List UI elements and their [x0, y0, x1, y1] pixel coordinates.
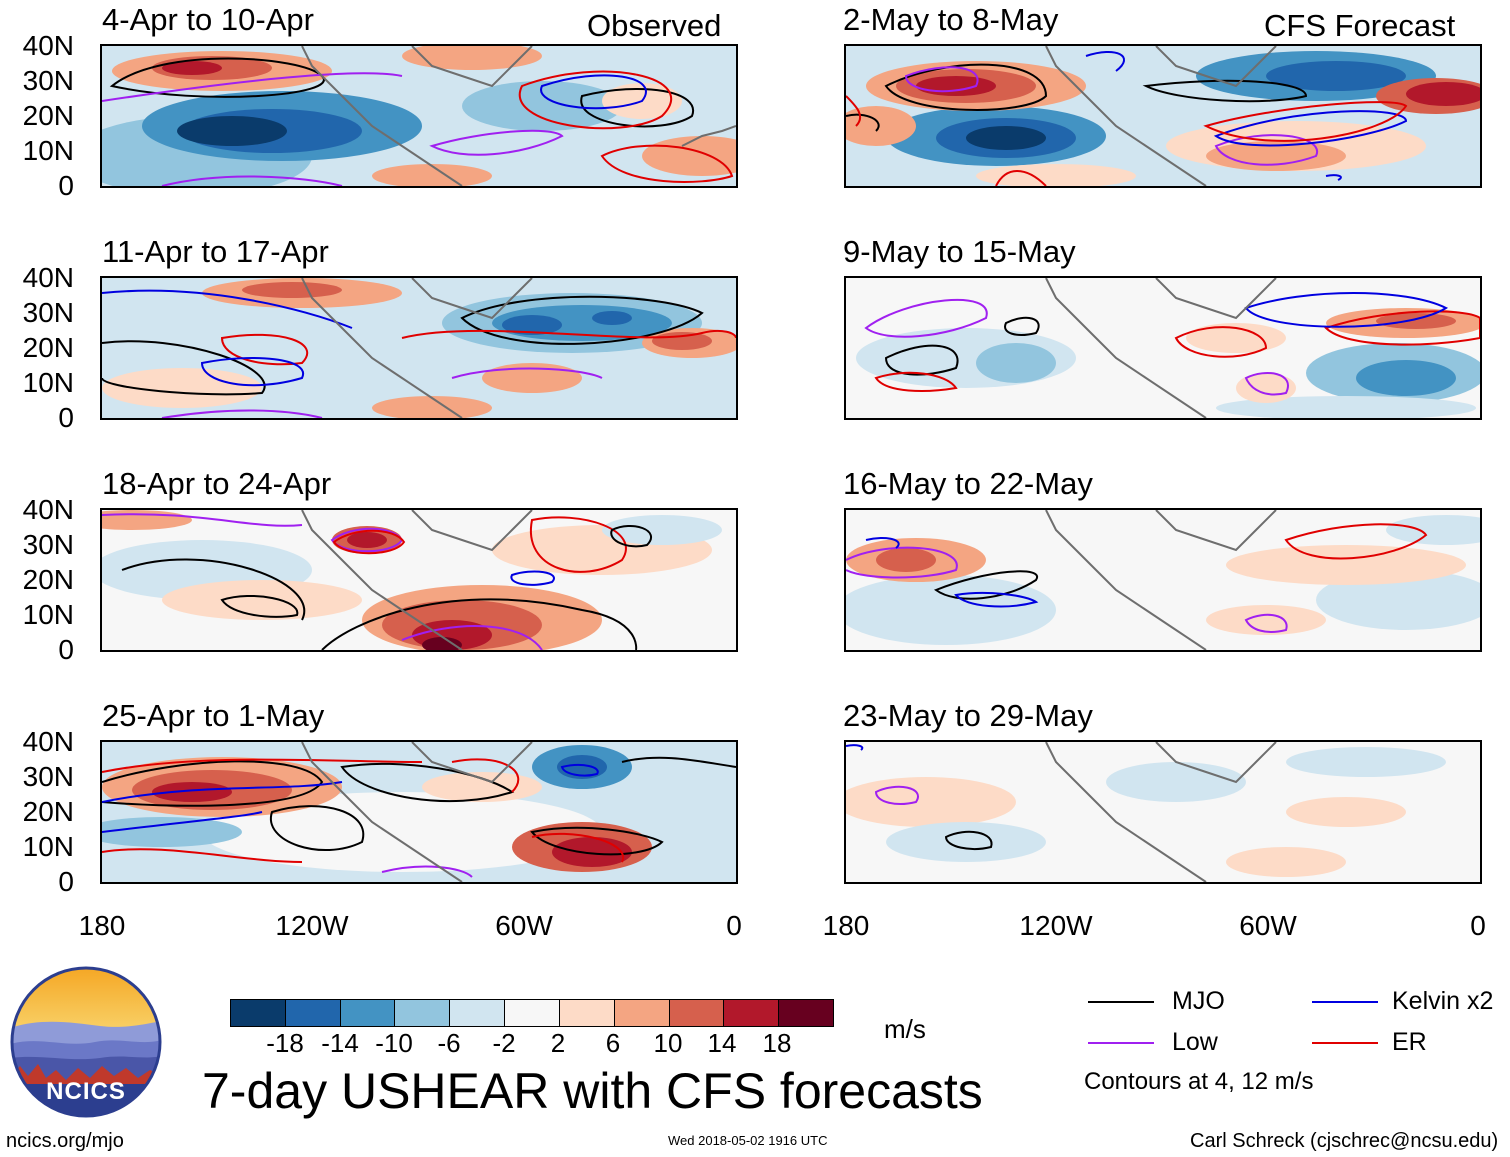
colorbar-swatch	[669, 1000, 725, 1026]
ncics-logo: NCICS	[10, 966, 162, 1118]
colorbar-tick: 10	[653, 1028, 683, 1058]
lat-label: 30N	[22, 529, 74, 560]
panel-title: 2-May to 8-May	[843, 2, 1059, 37]
lat-label: 10N	[22, 367, 74, 398]
lat-label: 0	[58, 634, 74, 665]
lat-label: 30N	[22, 297, 74, 328]
colorbar-swatch	[340, 1000, 396, 1026]
map-panel-observed-2	[100, 276, 738, 420]
colorbar-tick: 2	[550, 1028, 566, 1058]
lon-label: 180	[78, 910, 126, 941]
colorbar-tick: 6	[605, 1028, 621, 1058]
map-panel-forecast-4	[844, 740, 1482, 884]
legend-line-low	[1088, 1042, 1154, 1044]
lat-label: 10N	[22, 599, 74, 630]
legend-line-kelvin	[1312, 1001, 1378, 1003]
colorbar-tick: 14	[707, 1028, 737, 1058]
colorbar-tick: -10	[375, 1028, 413, 1058]
lat-label: 40N	[22, 494, 74, 525]
panel-title: 16-May to 22-May	[843, 466, 1093, 501]
colorbar-tick: -14	[321, 1028, 359, 1058]
lat-label: 30N	[22, 65, 74, 96]
colorbar-swatch	[231, 1000, 286, 1026]
lon-label: 60W	[1239, 910, 1297, 941]
colorbar-tick: 18	[762, 1028, 792, 1058]
panel-title: 23-May to 29-May	[843, 698, 1093, 733]
lat-label: 20N	[22, 564, 74, 595]
lat-label: 40N	[22, 726, 74, 757]
lon-label: 120W	[1019, 910, 1093, 941]
map-panel-forecast-3	[844, 508, 1482, 652]
forecast-label: CFS Forecast	[1264, 8, 1456, 43]
lat-label: 40N	[22, 262, 74, 293]
legend-label-mjo: MJO	[1172, 987, 1225, 1015]
lat-label: 20N	[22, 796, 74, 827]
lon-label: 0	[726, 910, 742, 941]
footer-url[interactable]: ncics.org/mjo	[6, 1130, 124, 1152]
colorbar-tick: -2	[492, 1028, 516, 1058]
colorbar-swatch	[505, 1000, 560, 1026]
panel-title: 18-Apr to 24-Apr	[102, 466, 332, 501]
lon-label: 180	[822, 910, 870, 941]
panel-title: 4-Apr to 10-Apr	[102, 2, 314, 37]
lat-label: 30N	[22, 761, 74, 792]
lat-label: 0	[58, 402, 74, 433]
lon-label: 60W	[495, 910, 553, 941]
map-panel-observed-1	[100, 44, 738, 188]
lon-label: 0	[1470, 910, 1486, 941]
lat-label: 40N	[22, 30, 74, 61]
map-panel-forecast-1	[844, 44, 1482, 188]
legend-line-mjo	[1088, 1001, 1154, 1003]
legend-label-kelvin: Kelvin x2	[1392, 987, 1494, 1015]
map-panel-observed-3	[100, 508, 738, 652]
colorbar-swatch	[395, 1000, 451, 1026]
colorbar-tick: -6	[437, 1028, 461, 1058]
colorbar-swatch	[285, 1000, 341, 1026]
map-panel-forecast-2	[844, 276, 1482, 420]
observed-label: Observed	[587, 8, 722, 43]
logo-text: NCICS	[46, 1078, 126, 1105]
lat-label: 0	[58, 866, 74, 897]
panel-title: 11-Apr to 17-Apr	[102, 234, 329, 269]
legend-label-er: ER	[1392, 1028, 1427, 1056]
footer-timestamp: Wed 2018-05-02 1916 UTC	[668, 1133, 828, 1148]
footer-credit: Carl Schreck (cjschrec@ncsu.edu)	[1190, 1130, 1499, 1152]
legend-line-er	[1312, 1042, 1378, 1044]
lat-label: 20N	[22, 100, 74, 131]
colorbar-swatch	[724, 1000, 780, 1026]
colorbar-swatch	[450, 1000, 506, 1026]
colorbar-tick: -18	[266, 1028, 304, 1058]
colorbar-swatch	[559, 1000, 615, 1026]
lat-label: 10N	[22, 831, 74, 862]
panel-title: 25-Apr to 1-May	[102, 698, 325, 733]
main-title: 7-day USHEAR with CFS forecasts	[202, 1063, 983, 1119]
legend-note: Contours at 4, 12 m/s	[1084, 1068, 1314, 1095]
colorbar-swatch	[779, 1000, 833, 1026]
map-panel-observed-4	[100, 740, 738, 884]
colorbar-swatch	[614, 1000, 670, 1026]
panel-title: 9-May to 15-May	[843, 234, 1076, 269]
colorbar	[230, 999, 834, 1027]
lat-label: 0	[58, 170, 74, 201]
legend-label-low: Low	[1172, 1028, 1218, 1056]
lat-label: 20N	[22, 332, 74, 363]
colorbar-unit: m/s	[884, 1014, 926, 1044]
lon-label: 120W	[275, 910, 349, 941]
lat-label: 10N	[22, 135, 74, 166]
